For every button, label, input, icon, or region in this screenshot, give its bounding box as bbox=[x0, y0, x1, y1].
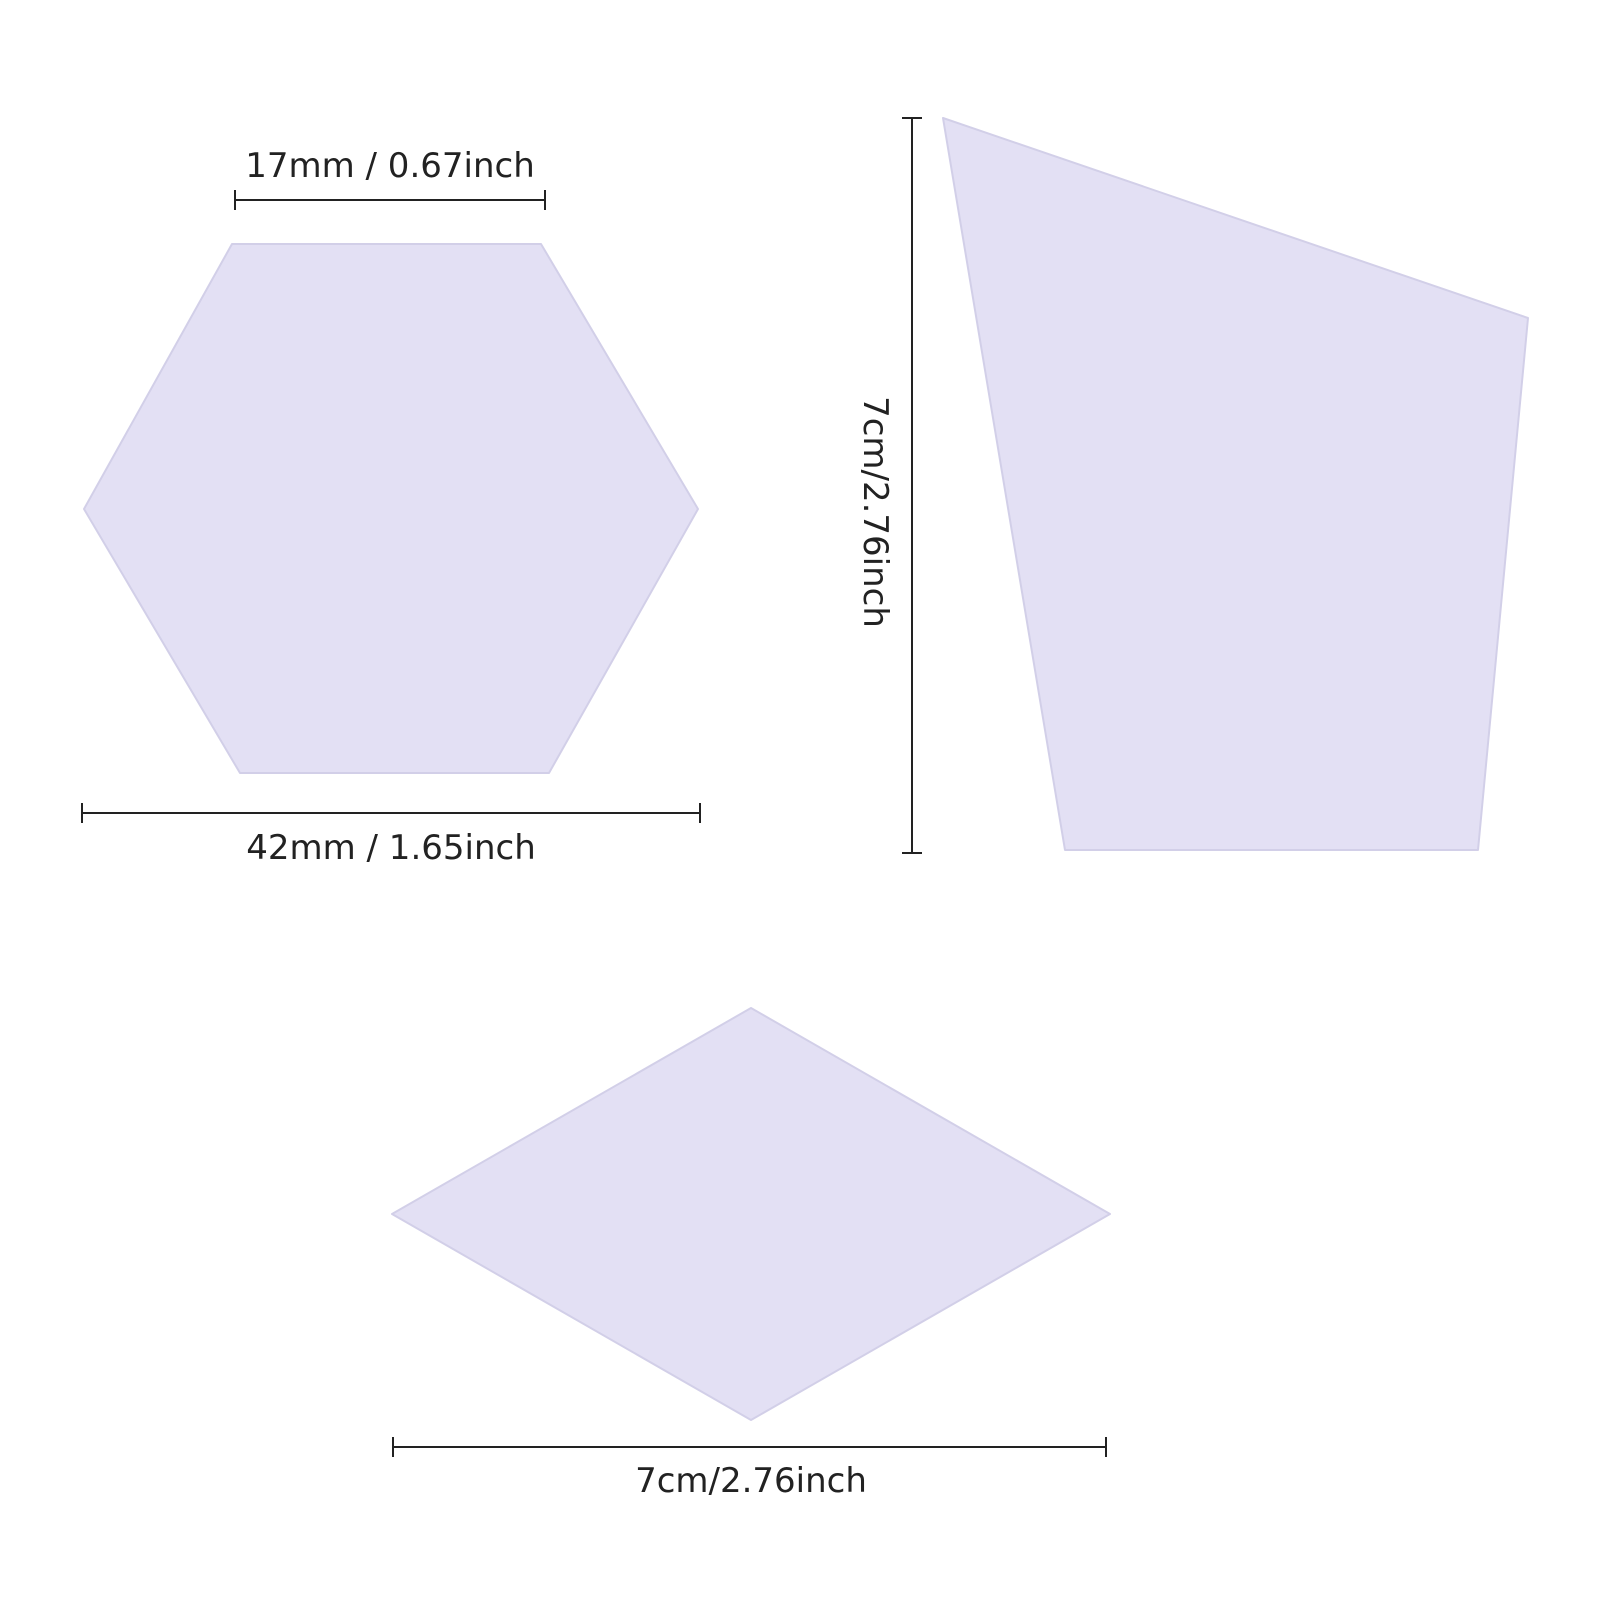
hexagon-template: 17mm / 0.67inch 42mm / 1.65inch bbox=[81, 146, 701, 868]
kite-height-dimension bbox=[902, 117, 922, 854]
hexagon-shape bbox=[83, 243, 699, 774]
hexagon-width-dimension bbox=[81, 803, 701, 823]
hexagon-width-label: 42mm / 1.65inch bbox=[246, 828, 536, 868]
rhombus-width-label: 7cm/2.76inch bbox=[635, 1461, 867, 1501]
hexagon-top-edge-dimension bbox=[234, 190, 546, 210]
rhombus-width-dimension bbox=[392, 1437, 1107, 1457]
kite-shape bbox=[942, 117, 1529, 851]
hexagon-top-edge-label: 17mm / 0.67inch bbox=[245, 146, 535, 186]
kite-template: 7cm/2.76inch bbox=[855, 117, 1529, 854]
rhombus-template: 7cm/2.76inch bbox=[391, 1007, 1111, 1501]
rhombus-shape bbox=[391, 1007, 1111, 1421]
kite-height-label: 7cm/2.76inch bbox=[855, 396, 895, 628]
